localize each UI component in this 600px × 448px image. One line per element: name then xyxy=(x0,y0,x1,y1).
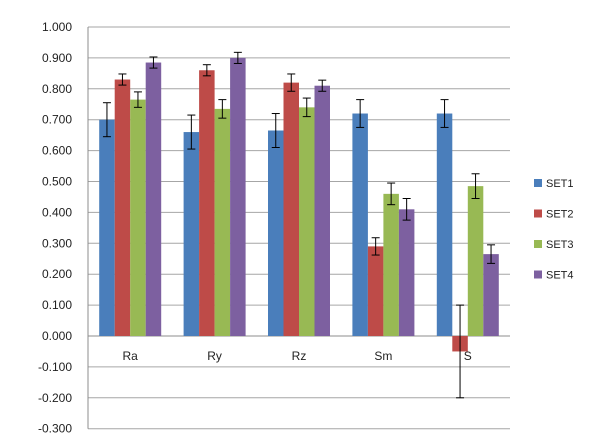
x-tick-label: Ra xyxy=(123,349,139,363)
bar-set3-sm xyxy=(383,193,399,336)
bar-set1-ra xyxy=(99,119,115,336)
y-tick-label: 0.200 xyxy=(42,267,72,281)
error-bar-set2-sm xyxy=(371,237,380,256)
y-tick-label: -0.100 xyxy=(38,360,72,374)
y-tick-label: -0.300 xyxy=(38,422,72,436)
x-tick-label: Ry xyxy=(207,349,222,363)
x-tick-label: Rz xyxy=(292,349,307,363)
error-bar-set4-ry xyxy=(233,51,242,64)
legend-label: SET4 xyxy=(546,270,574,282)
bar-set2-ra xyxy=(114,79,131,336)
legend-item-set4: SET4 xyxy=(534,270,574,282)
y-tick-label: 0.800 xyxy=(42,82,72,96)
bar-set3-s xyxy=(467,186,484,336)
error-bar-set2-ra xyxy=(118,73,127,86)
bar-set1-ry xyxy=(183,132,200,336)
error-bar-set3-s xyxy=(471,173,480,199)
y-tick-label: 0.900 xyxy=(42,51,72,65)
error-bar-set4-s xyxy=(487,244,496,264)
y-tick-label: 0.700 xyxy=(42,113,72,127)
bar-set4-s xyxy=(483,254,499,336)
error-bar-set1-sm xyxy=(356,99,365,128)
bar-set4-ry xyxy=(230,57,246,337)
bar-set1-rz xyxy=(268,130,284,336)
y-tick-label: -0.200 xyxy=(38,391,72,405)
error-bar-set2-s xyxy=(456,304,465,399)
y-tick-label: 0.600 xyxy=(42,144,72,158)
bar-set2-sm xyxy=(367,246,384,336)
bar-set1-sm xyxy=(352,113,368,337)
legend: SET1 SET2 SET3 SET4 xyxy=(534,178,574,282)
y-tick-label: 0.100 xyxy=(42,298,72,312)
y-tick-label: 1.000 xyxy=(42,20,72,34)
error-bar-set3-ry xyxy=(218,99,227,119)
error-bar-set1-ry xyxy=(187,114,196,150)
legend-swatch xyxy=(534,270,542,279)
x-tick-label: Sm xyxy=(374,349,392,363)
error-bar-set1-s xyxy=(440,99,449,128)
error-bar-set2-ry xyxy=(202,64,211,77)
error-bar-set4-sm xyxy=(402,197,411,221)
legend-label: SET3 xyxy=(546,239,574,251)
y-tick-label: 0.000 xyxy=(42,329,72,343)
bar-set2-ry xyxy=(199,70,215,336)
legend-swatch xyxy=(534,209,542,218)
legend-swatch xyxy=(534,179,542,187)
error-bar-set1-rz xyxy=(271,113,280,149)
bar-set3-ry xyxy=(214,108,231,336)
bar-set3-ra xyxy=(130,99,146,337)
bar-set4-sm xyxy=(398,209,415,336)
error-bars xyxy=(102,51,496,399)
error-bar-set4-ra xyxy=(149,56,158,69)
legend-label: SET1 xyxy=(546,178,574,190)
y-tick-label: 0.400 xyxy=(42,205,72,219)
y-tick-label: 0.300 xyxy=(42,236,72,250)
bar-set2-rz xyxy=(283,82,299,337)
x-tick-label: S xyxy=(464,349,472,363)
y-axis-ticks: 1.000 0.900 0.800 0.700 0.600 0.500 0.400 0.300… xyxy=(38,20,72,436)
bar-set1-s xyxy=(436,113,453,337)
bar-set4-rz xyxy=(314,85,330,337)
error-bar-set1-ra xyxy=(102,102,111,138)
bar-set3-rz xyxy=(299,107,315,336)
legend-swatch xyxy=(534,240,542,248)
bar-set4-ra xyxy=(145,62,162,336)
error-bar-set4-rz xyxy=(318,79,327,92)
error-bar-set3-sm xyxy=(387,182,396,206)
legend-item-set3: SET3 xyxy=(534,239,574,251)
legend-item-set2: SET2 xyxy=(534,209,574,221)
error-bar-set3-rz xyxy=(302,97,311,118)
error-bar-set2-rz xyxy=(287,73,296,92)
y-tick-label: 0.500 xyxy=(42,175,72,189)
error-bar-set3-ra xyxy=(133,91,142,108)
legend-label: SET2 xyxy=(546,209,574,221)
legend-item-set1: SET1 xyxy=(534,178,574,190)
bars xyxy=(99,57,499,352)
x-axis-ticks: Ra Ry Rz Sm S xyxy=(123,349,472,363)
